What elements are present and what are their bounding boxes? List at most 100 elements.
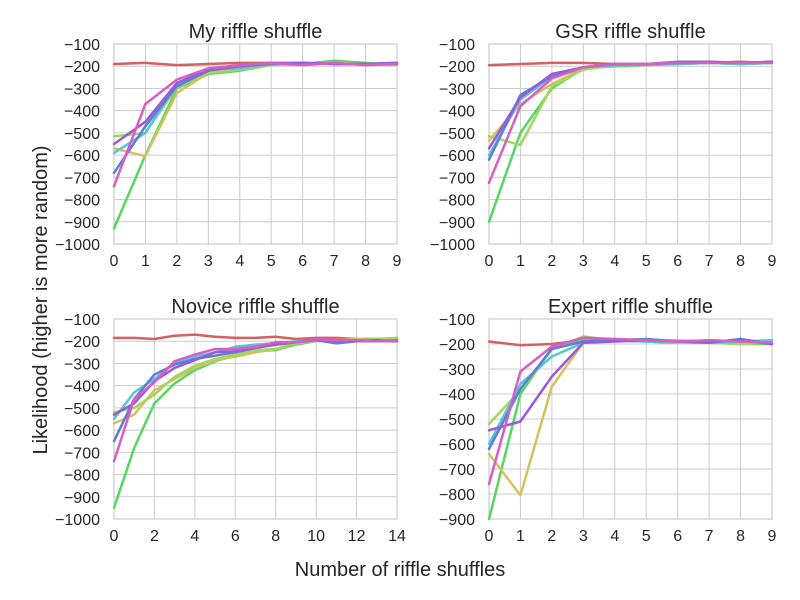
- y-tick-label: −400: [439, 387, 475, 404]
- y-tick-label: −700: [439, 170, 475, 187]
- y-tick-label: −200: [64, 59, 100, 76]
- x-tick-label: 8: [736, 253, 745, 270]
- series-line-7: [487, 339, 774, 432]
- chart-panel-3: 0 2 4 6 8 10 12 14 −100 −200 −300 −400 −500 −600 −700 −…: [55, 296, 406, 545]
- x-tick-label: 8: [271, 528, 280, 545]
- y-tick-label: −700: [439, 462, 475, 479]
- x-tick-label: 2: [547, 528, 556, 545]
- series-line-7: [487, 60, 774, 150]
- x-tick-label: 5: [642, 253, 651, 270]
- x-tick-label: 0: [110, 253, 119, 270]
- y-tick-label: −800: [439, 193, 475, 210]
- series-line-8: [112, 61, 399, 188]
- series-line-2: [112, 59, 399, 230]
- x-tick-label: 9: [768, 528, 777, 545]
- series-line-8: [487, 61, 774, 185]
- y-tick-label: −900: [439, 512, 475, 529]
- y-tick-label: −700: [64, 445, 100, 462]
- series-line-6: [112, 338, 399, 443]
- x-tick-label: 1: [516, 253, 525, 270]
- series-line-8: [487, 336, 774, 486]
- y-tick-label: −300: [64, 81, 100, 98]
- x-tick-label: 6: [673, 253, 682, 270]
- series-line-2: [487, 337, 774, 521]
- y-tick-label: −600: [64, 423, 100, 440]
- y-tick-label: −100: [64, 312, 100, 329]
- y-tick-label: −800: [64, 193, 100, 210]
- x-tick-label: 3: [204, 253, 213, 270]
- x-tick-label: 5: [642, 528, 651, 545]
- chart-title: Expert riffle shuffle: [548, 296, 713, 318]
- y-tick-label: −300: [439, 81, 475, 98]
- x-tick-label: 7: [705, 528, 714, 545]
- x-tick-label: 2: [172, 253, 181, 270]
- x-tick-label: 6: [231, 528, 240, 545]
- series-line-3: [487, 61, 774, 142]
- y-tick-label: −1000: [55, 237, 100, 254]
- y-tick-label: −900: [439, 215, 475, 232]
- y-tick-label: −400: [64, 379, 100, 396]
- y-tick-label: −200: [439, 337, 475, 354]
- y-tick-label: −800: [64, 468, 100, 485]
- y-tick-label: −600: [64, 148, 100, 165]
- x-tick-label: 3: [579, 253, 588, 270]
- plot-frame: [113, 43, 398, 245]
- y-tick-label: −500: [64, 401, 100, 418]
- x-tick-label: 14: [388, 528, 406, 545]
- y-tick-label: −200: [439, 59, 475, 76]
- chart-title: GSR riffle shuffle: [555, 21, 705, 43]
- x-tick-label: 0: [485, 528, 494, 545]
- y-tick-label: −300: [439, 362, 475, 379]
- x-tick-label: 6: [298, 253, 307, 270]
- y-axis-label: Likelihood (higher is more random): [30, 145, 52, 454]
- chart-title: My riffle shuffle: [189, 21, 323, 43]
- y-tick-label: −100: [64, 37, 100, 54]
- y-tick-label: −1000: [430, 237, 475, 254]
- chart-panel-4: 0 1 2 3 4 5 6 7 8 9 −100 −200 −300 −400 −500 −600 −700 −8…: [439, 296, 777, 545]
- x-tick-label: 3: [579, 528, 588, 545]
- series-line-4: [112, 61, 399, 138]
- x-tick-label: 2: [547, 253, 556, 270]
- x-tick-label: 8: [361, 253, 370, 270]
- y-tick-label: −700: [64, 170, 100, 187]
- y-tick-label: −800: [439, 487, 475, 504]
- y-tick-label: −500: [439, 412, 475, 429]
- x-tick-label: 8: [736, 528, 745, 545]
- plot-frame: [488, 43, 773, 245]
- chart-panel-1: 0 1 2 3 4 5 6 7 8 9 −100 −200 −300 −400 −500 −600 −700 −8…: [55, 21, 401, 270]
- x-tick-label: 4: [610, 528, 619, 545]
- y-tick-label: −400: [439, 104, 475, 121]
- x-tick-label: 6: [673, 528, 682, 545]
- series-line-2: [487, 61, 774, 224]
- x-tick-label: 7: [330, 253, 339, 270]
- x-axis-label: Number of riffle shuffles: [295, 559, 505, 581]
- y-tick-label: −500: [64, 126, 100, 143]
- y-tick-label: −1000: [55, 512, 100, 529]
- x-tick-label: 9: [393, 253, 402, 270]
- plot-frame: [488, 318, 773, 520]
- x-tick-label: 12: [348, 528, 366, 545]
- y-tick-label: −600: [439, 148, 475, 165]
- x-tick-label: 0: [485, 253, 494, 270]
- x-tick-label: 5: [267, 253, 276, 270]
- x-tick-label: 10: [307, 528, 325, 545]
- series-line-4: [487, 335, 774, 426]
- x-tick-label: 7: [705, 253, 714, 270]
- y-tick-label: −900: [64, 490, 100, 507]
- x-tick-label: 4: [610, 253, 619, 270]
- series-line-2: [112, 337, 399, 510]
- y-tick-label: −100: [439, 37, 475, 54]
- x-tick-label: 1: [516, 528, 525, 545]
- x-tick-label: 1: [141, 253, 150, 270]
- x-tick-label: 2: [150, 528, 159, 545]
- x-tick-label: 4: [190, 528, 199, 545]
- x-tick-label: 4: [235, 253, 244, 270]
- y-tick-label: −300: [64, 356, 100, 373]
- series-line-5: [487, 339, 774, 446]
- x-tick-label: 0: [110, 528, 119, 545]
- y-tick-label: −500: [439, 126, 475, 143]
- series-line-5: [487, 61, 774, 157]
- series-line-8: [112, 337, 399, 463]
- y-tick-label: −900: [64, 215, 100, 232]
- y-tick-label: −200: [64, 334, 100, 351]
